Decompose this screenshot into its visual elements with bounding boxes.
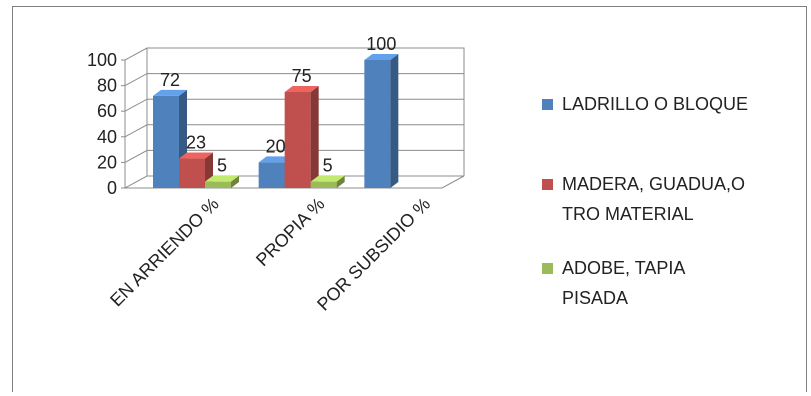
- bar-side: [310, 86, 319, 188]
- y-tick-label: 20: [97, 152, 117, 172]
- gridline: [124, 73, 464, 87]
- data-label: 23: [186, 133, 206, 153]
- y-tick-label: 80: [97, 76, 117, 96]
- bars: [153, 54, 399, 188]
- x-axis-labels: EN ARRIENDO % PROPIA %POR SUBSIDIO %: [106, 194, 434, 315]
- bar-side: [390, 54, 399, 188]
- bar: [310, 181, 337, 188]
- legend-label: PISADA: [562, 288, 628, 308]
- data-labels: 72 23 5 20 75 5 100: [160, 34, 396, 176]
- legend-swatch: [542, 179, 553, 190]
- bar-top: [310, 175, 345, 182]
- bar: [364, 60, 391, 188]
- data-label: 100: [366, 34, 396, 54]
- bar-side: [336, 175, 345, 188]
- bar-side: [231, 175, 239, 188]
- legend-swatch: [542, 263, 553, 274]
- gridline: [124, 149, 464, 163]
- x-tick-label: EN ARRIENDO %: [106, 194, 223, 311]
- gridline: [124, 47, 464, 61]
- data-label: 72: [160, 70, 180, 90]
- data-label: 5: [323, 156, 333, 176]
- bar-top: [258, 156, 293, 163]
- bar-top: [284, 86, 319, 92]
- legend-swatch: [542, 99, 553, 110]
- gridlines: [124, 47, 464, 163]
- data-label: 5: [217, 156, 227, 176]
- legend: LADRILLO O BLOQUE MADERA, GUADUA,O TRO MAT…: [542, 94, 748, 308]
- legend-label: TRO MATERIAL: [562, 204, 694, 224]
- y-axis: 0 20 40 60 80 100: [87, 50, 126, 198]
- bar: [258, 162, 285, 188]
- gridline: [124, 98, 464, 112]
- bar: [153, 95, 179, 188]
- x-tick-label: POR SUBSIDIO %: [313, 194, 434, 315]
- bar-top: [179, 152, 213, 159]
- bar-top: [153, 89, 187, 96]
- bar: [284, 92, 311, 188]
- gridline: [124, 124, 464, 138]
- y-tick-label: 60: [97, 101, 117, 121]
- bar: [205, 181, 231, 188]
- bar-top: [205, 175, 239, 182]
- chart-frame: [12, 6, 807, 392]
- legend-label: ADOBE, TAPIA: [562, 258, 685, 278]
- y-tick-label: 40: [97, 127, 117, 147]
- y-tick-label: 100: [87, 50, 117, 70]
- bar: [179, 158, 205, 188]
- legend-label: LADRILLO O BLOQUE: [562, 94, 748, 114]
- legend-label: MADERA, GUADUA,O: [562, 174, 745, 194]
- data-label: 75: [292, 66, 312, 86]
- data-label: 20: [266, 136, 286, 156]
- y-tick-label: 0: [107, 178, 117, 198]
- x-tick-label: PROPIA %: [252, 194, 328, 270]
- bar-top: [364, 54, 399, 60]
